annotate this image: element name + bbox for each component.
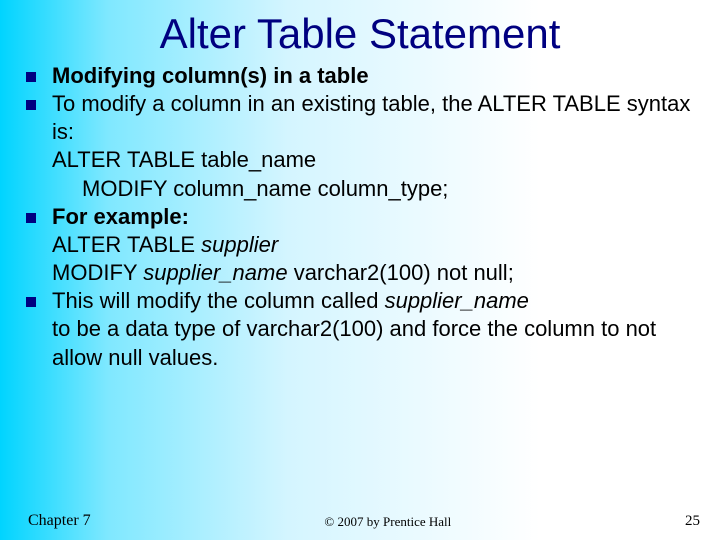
- bullet-item-1: Modifying column(s) in a table: [24, 62, 696, 90]
- bullet-4-continuation: to be a data type of varchar2(100) and f…: [52, 315, 696, 371]
- text-italic: supplier_name: [385, 288, 529, 313]
- footer-page-number: 25: [685, 513, 700, 530]
- code-text: MODIFY: [52, 260, 143, 285]
- slide-footer: Chapter 7 © 2007 by Prentice Hall 25: [0, 512, 720, 530]
- square-bullet-icon: [26, 213, 36, 223]
- code-text: ALTER TABLE: [52, 232, 201, 257]
- bullet-2-continuation-1: ALTER TABLE table_name: [52, 146, 696, 174]
- text-span: This will modify the column called: [52, 288, 385, 313]
- bullet-text-4: This will modify the column called suppl…: [52, 287, 696, 315]
- bullet-text-2: To modify a column in an existing table,…: [52, 90, 696, 146]
- bullet-text-1: Modifying column(s) in a table: [52, 62, 696, 90]
- code-italic: supplier_name: [143, 260, 287, 285]
- bullet-3-continuation-1: ALTER TABLE supplier: [52, 231, 696, 259]
- code-text: varchar2(100) not null;: [288, 260, 514, 285]
- bullet-item-4: This will modify the column called suppl…: [24, 287, 696, 315]
- square-bullet-icon: [26, 72, 36, 82]
- code-italic: supplier: [201, 232, 278, 257]
- slide-container: Alter Table Statement Modifying column(s…: [0, 0, 720, 540]
- bullet-item-3: For example:: [24, 203, 696, 231]
- bullet-text-3: For example:: [52, 203, 696, 231]
- slide-content: Modifying column(s) in a table To modify…: [0, 62, 720, 372]
- bullet-item-2: To modify a column in an existing table,…: [24, 90, 696, 146]
- footer-chapter: Chapter 7: [28, 512, 91, 530]
- footer-copyright: © 2007 by Prentice Hall: [324, 514, 451, 530]
- slide-title: Alter Table Statement: [0, 0, 720, 62]
- square-bullet-icon: [26, 297, 36, 307]
- square-bullet-icon: [26, 100, 36, 110]
- bullet-2-continuation-2: MODIFY column_name column_type;: [82, 175, 696, 203]
- bullet-3-continuation-2: MODIFY supplier_name varchar2(100) not n…: [52, 259, 696, 287]
